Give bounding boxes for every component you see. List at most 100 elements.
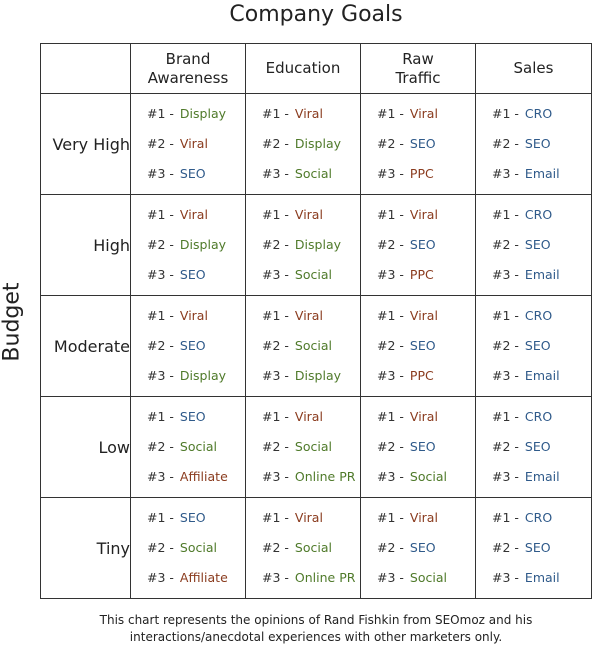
rank-number: #3 - bbox=[377, 570, 404, 585]
tactic-label: SEO bbox=[524, 136, 551, 151]
tactic-cell: #1 - SEO #2 - Social #3 - Affiliate bbox=[130, 497, 246, 599]
tactic-label: SEO bbox=[409, 136, 436, 151]
rank-item: #1 - SEO bbox=[147, 407, 245, 437]
tactic-label: CRO bbox=[524, 510, 553, 525]
rank-number: #1 - bbox=[492, 409, 519, 424]
tactic-cell: #1 - Viral #2 - Display #3 - Social bbox=[245, 194, 361, 296]
rank-item: #3 - Display bbox=[147, 366, 245, 396]
rank-item: #2 - Social bbox=[262, 336, 360, 366]
corner-cell bbox=[40, 43, 131, 94]
rank-number: #1 - bbox=[377, 308, 404, 323]
rank-item: #1 - Viral bbox=[147, 306, 245, 336]
tactic-label: Viral bbox=[294, 207, 323, 222]
rank-item: #1 - Viral bbox=[262, 306, 360, 336]
rank-item: #2 - SEO bbox=[492, 538, 591, 568]
rank-number: #3 - bbox=[147, 267, 174, 282]
rank-item: #2 - Viral bbox=[147, 134, 245, 164]
rank-number: #3 - bbox=[262, 570, 289, 585]
rank-item: #3 - SEO bbox=[147, 265, 245, 295]
rank-item: #1 - CRO bbox=[492, 508, 591, 538]
tactic-label: Viral bbox=[294, 409, 323, 424]
tactic-cell: #1 - Viral #2 - Social #3 - Online PR bbox=[245, 396, 361, 498]
tactic-label: Display bbox=[294, 368, 341, 383]
rank-number: #3 - bbox=[147, 368, 174, 383]
tactic-label: SEO bbox=[179, 267, 206, 282]
tactic-cell: #1 - Viral #2 - Display #3 - SEO bbox=[130, 194, 246, 296]
rank-number: #3 - bbox=[377, 469, 404, 484]
tactic-label: PPC bbox=[409, 368, 434, 383]
rank-item: #3 - Social bbox=[262, 164, 360, 194]
tactic-cell: #1 - Viral #2 - SEO #3 - Social bbox=[360, 396, 476, 498]
rank-number: #3 - bbox=[492, 166, 519, 181]
tactic-cell: #1 - CRO #2 - SEO #3 - Email bbox=[475, 194, 592, 296]
rank-item: #3 - Social bbox=[377, 568, 475, 598]
rank-item: #1 - CRO bbox=[492, 306, 591, 336]
rank-number: #3 - bbox=[492, 570, 519, 585]
tactic-label: CRO bbox=[524, 106, 553, 121]
tactic-label: Viral bbox=[179, 207, 208, 222]
tactic-label: Display bbox=[294, 136, 341, 151]
rank-number: #1 - bbox=[147, 409, 174, 424]
rank-number: #3 - bbox=[492, 469, 519, 484]
rank-item: #2 - SEO bbox=[492, 437, 591, 467]
rank-item: #3 - Email bbox=[492, 265, 591, 295]
tactic-label: Display bbox=[179, 368, 226, 383]
tactic-label: SEO bbox=[409, 237, 436, 252]
tactic-label: Affiliate bbox=[179, 570, 228, 585]
rank-number: #3 - bbox=[377, 166, 404, 181]
budget-row: Low #1 - SEO #2 - Social #3 - Affiliate #1 - Vir… bbox=[40, 396, 592, 498]
column-header-label: Raw Traffic bbox=[395, 49, 441, 87]
rank-item: #2 - Social bbox=[147, 538, 245, 568]
tactic-cell: #1 - Viral #2 - SEO #3 - Display bbox=[130, 295, 246, 397]
goals-budget-matrix: Brand Awareness Education Raw Traffic Sa… bbox=[40, 43, 592, 599]
row-header: Very High bbox=[40, 93, 131, 195]
rank-number: #1 - bbox=[262, 106, 289, 121]
budget-row: High #1 - Viral #2 - Display #3 - SEO #1 - Viral… bbox=[40, 194, 592, 296]
tactic-label: Social bbox=[294, 166, 332, 181]
budget-row: Moderate #1 - Viral #2 - SEO #3 - Display #1 - V… bbox=[40, 295, 592, 397]
rank-number: #2 - bbox=[262, 540, 289, 555]
rank-number: #3 - bbox=[147, 570, 174, 585]
rank-item: #1 - CRO bbox=[492, 407, 591, 437]
tactic-label: SEO bbox=[409, 439, 436, 454]
rank-item: #3 - PPC bbox=[377, 164, 475, 194]
tactic-label: Social bbox=[409, 469, 447, 484]
rank-item: #2 - Display bbox=[262, 134, 360, 164]
rank-item: #2 - SEO bbox=[377, 134, 475, 164]
tactic-cell: #1 - SEO #2 - Social #3 - Affiliate bbox=[130, 396, 246, 498]
tactic-label: Viral bbox=[409, 510, 438, 525]
rank-item: #1 - Viral bbox=[377, 104, 475, 134]
tactic-label: Affiliate bbox=[179, 469, 228, 484]
tactic-label: SEO bbox=[524, 237, 551, 252]
rank-item: #3 - Email bbox=[492, 366, 591, 396]
rank-number: #1 - bbox=[262, 510, 289, 525]
rank-item: #3 - SEO bbox=[147, 164, 245, 194]
row-header: Low bbox=[40, 396, 131, 498]
rank-item: #1 - Display bbox=[147, 104, 245, 134]
rank-item: #2 - Social bbox=[262, 538, 360, 568]
tactic-label: SEO bbox=[524, 540, 551, 555]
tactic-label: Social bbox=[179, 540, 217, 555]
rank-number: #1 - bbox=[147, 207, 174, 222]
tactic-label: SEO bbox=[524, 338, 551, 353]
tactic-label: Email bbox=[524, 469, 560, 484]
rank-number: #2 - bbox=[492, 540, 519, 555]
tactic-label: Viral bbox=[179, 136, 208, 151]
rank-item: #2 - SEO bbox=[377, 437, 475, 467]
rank-number: #3 - bbox=[377, 267, 404, 282]
rank-number: #3 - bbox=[262, 166, 289, 181]
rank-item: #2 - Social bbox=[262, 437, 360, 467]
rank-number: #1 - bbox=[262, 308, 289, 323]
tactic-label: Viral bbox=[409, 308, 438, 323]
tactic-label: SEO bbox=[179, 338, 206, 353]
rank-number: #2 - bbox=[147, 540, 174, 555]
rank-number: #2 - bbox=[262, 338, 289, 353]
rank-item: #1 - Viral bbox=[377, 508, 475, 538]
tactic-cell: #1 - Viral #2 - Social #3 - Online PR bbox=[245, 497, 361, 599]
column-header-sales: Sales bbox=[475, 43, 592, 94]
rank-item: #1 - Viral bbox=[262, 508, 360, 538]
tactic-label: Online PR bbox=[294, 570, 356, 585]
rank-number: #2 - bbox=[492, 439, 519, 454]
rank-item: #1 - CRO bbox=[492, 205, 591, 235]
rank-number: #3 - bbox=[147, 469, 174, 484]
